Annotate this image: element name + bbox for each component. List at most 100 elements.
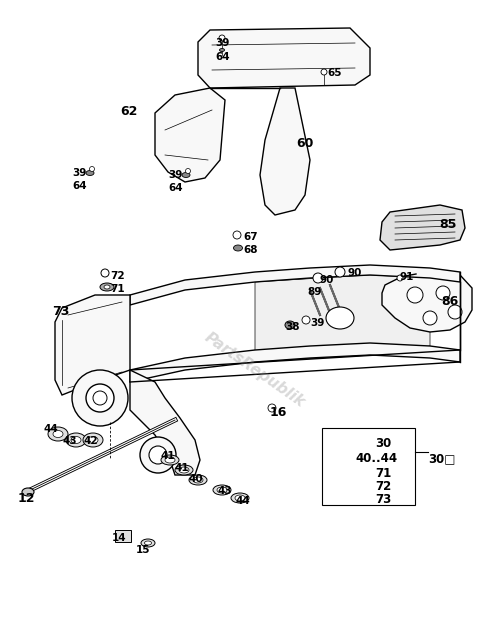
Text: 71: 71 bbox=[375, 467, 391, 480]
Text: PartsRepublik: PartsRepublik bbox=[202, 330, 308, 410]
Ellipse shape bbox=[213, 485, 231, 495]
Circle shape bbox=[335, 267, 345, 277]
Polygon shape bbox=[130, 265, 460, 305]
Ellipse shape bbox=[234, 245, 243, 251]
Text: 64: 64 bbox=[215, 52, 230, 62]
Circle shape bbox=[101, 269, 109, 277]
Polygon shape bbox=[130, 370, 200, 475]
Polygon shape bbox=[198, 28, 370, 88]
Ellipse shape bbox=[22, 488, 34, 496]
Text: 71: 71 bbox=[110, 284, 124, 294]
Ellipse shape bbox=[161, 455, 179, 465]
Ellipse shape bbox=[88, 436, 98, 443]
Text: 91: 91 bbox=[400, 272, 414, 282]
Text: 90: 90 bbox=[320, 275, 335, 285]
Ellipse shape bbox=[285, 321, 295, 329]
Text: 90: 90 bbox=[347, 268, 362, 278]
Polygon shape bbox=[382, 272, 472, 332]
Polygon shape bbox=[255, 275, 430, 362]
Circle shape bbox=[72, 370, 128, 426]
Ellipse shape bbox=[217, 487, 227, 493]
Circle shape bbox=[423, 311, 437, 325]
Text: 64: 64 bbox=[72, 181, 87, 191]
Ellipse shape bbox=[326, 307, 354, 329]
Text: 67: 67 bbox=[243, 232, 258, 242]
Ellipse shape bbox=[182, 173, 190, 178]
Text: 40: 40 bbox=[188, 474, 203, 484]
Circle shape bbox=[90, 167, 94, 171]
Circle shape bbox=[185, 168, 190, 173]
Text: 89: 89 bbox=[307, 287, 321, 297]
Circle shape bbox=[407, 287, 423, 303]
Bar bbox=[115, 530, 131, 542]
Polygon shape bbox=[260, 88, 310, 215]
Text: 73: 73 bbox=[52, 305, 69, 318]
Text: 39: 39 bbox=[168, 170, 183, 180]
Circle shape bbox=[93, 391, 107, 405]
Text: 14: 14 bbox=[112, 533, 126, 543]
Ellipse shape bbox=[175, 465, 193, 475]
Text: 86: 86 bbox=[441, 295, 458, 308]
Ellipse shape bbox=[100, 283, 114, 291]
Circle shape bbox=[233, 231, 241, 239]
Text: 39: 39 bbox=[310, 318, 324, 328]
Ellipse shape bbox=[141, 539, 155, 547]
Text: 72: 72 bbox=[110, 271, 124, 281]
Circle shape bbox=[140, 437, 176, 473]
Text: 12: 12 bbox=[18, 492, 35, 505]
Ellipse shape bbox=[189, 475, 207, 485]
Text: 39: 39 bbox=[215, 38, 229, 48]
Text: 65: 65 bbox=[327, 68, 341, 78]
Text: 30□: 30□ bbox=[428, 452, 456, 465]
Text: 16: 16 bbox=[270, 406, 287, 419]
Text: 43: 43 bbox=[217, 486, 232, 496]
Ellipse shape bbox=[219, 48, 224, 51]
Circle shape bbox=[321, 69, 327, 75]
Ellipse shape bbox=[71, 436, 81, 443]
Ellipse shape bbox=[48, 427, 68, 441]
Text: 39: 39 bbox=[72, 168, 87, 178]
Ellipse shape bbox=[179, 467, 189, 473]
Text: 41: 41 bbox=[160, 451, 175, 461]
Ellipse shape bbox=[53, 430, 63, 438]
Ellipse shape bbox=[231, 493, 249, 503]
Text: 64: 64 bbox=[168, 183, 183, 193]
Text: 62: 62 bbox=[120, 105, 137, 118]
Ellipse shape bbox=[66, 433, 86, 447]
Text: 40..44: 40..44 bbox=[355, 452, 397, 465]
Circle shape bbox=[448, 305, 462, 319]
Circle shape bbox=[397, 275, 403, 281]
Ellipse shape bbox=[83, 433, 103, 447]
Text: 60: 60 bbox=[296, 137, 313, 150]
Ellipse shape bbox=[104, 285, 110, 289]
Text: 44: 44 bbox=[43, 424, 58, 434]
Polygon shape bbox=[155, 88, 225, 182]
Ellipse shape bbox=[235, 495, 245, 501]
Text: 43: 43 bbox=[62, 436, 77, 446]
Polygon shape bbox=[55, 295, 130, 395]
Circle shape bbox=[219, 35, 225, 41]
Polygon shape bbox=[380, 205, 465, 250]
Text: 72: 72 bbox=[375, 480, 391, 493]
Circle shape bbox=[436, 286, 450, 300]
Text: 30: 30 bbox=[375, 437, 391, 450]
Text: 85: 85 bbox=[439, 218, 457, 231]
Circle shape bbox=[302, 316, 310, 324]
Text: 41: 41 bbox=[174, 463, 188, 473]
Ellipse shape bbox=[86, 170, 94, 176]
Text: 68: 68 bbox=[243, 245, 257, 255]
Text: 73: 73 bbox=[375, 493, 391, 506]
Text: 38: 38 bbox=[285, 322, 300, 332]
Bar bbox=[322, 428, 415, 505]
Ellipse shape bbox=[193, 477, 203, 483]
Text: 15: 15 bbox=[136, 545, 151, 555]
Ellipse shape bbox=[165, 457, 175, 463]
Polygon shape bbox=[130, 343, 460, 382]
Circle shape bbox=[313, 273, 323, 283]
Circle shape bbox=[268, 404, 276, 412]
Text: 42: 42 bbox=[83, 436, 97, 446]
Circle shape bbox=[86, 384, 114, 412]
Text: 44: 44 bbox=[235, 496, 250, 506]
Ellipse shape bbox=[145, 541, 152, 545]
Circle shape bbox=[149, 446, 167, 464]
